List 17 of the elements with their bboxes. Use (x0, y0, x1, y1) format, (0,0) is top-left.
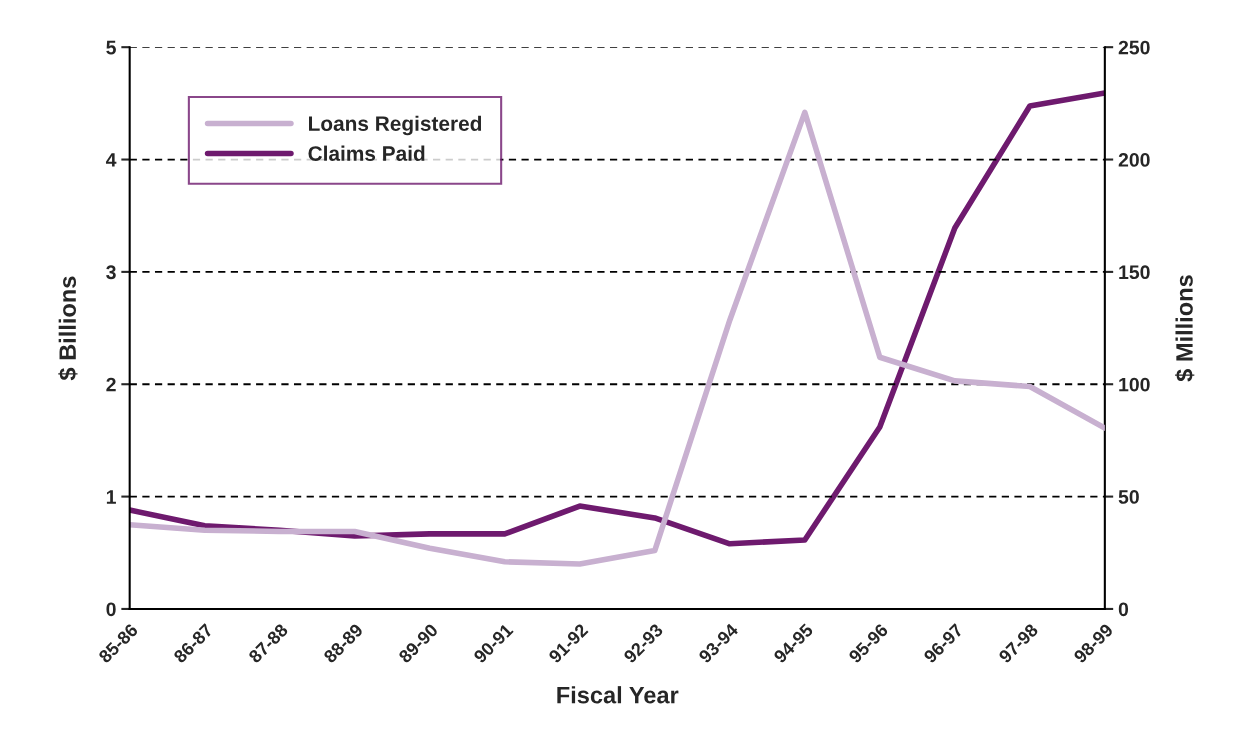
y-tick-label: 1 (106, 490, 116, 504)
y-tick-label: 5 (106, 40, 116, 55)
y2-tick-label: 0 (1118, 602, 1129, 617)
legend-label: Claims Paid (308, 145, 425, 161)
y-tick-label: 2 (106, 377, 116, 392)
x-axis-title: Fiscal Year (557, 686, 679, 704)
y-axis-title: $ Billions (58, 276, 78, 381)
y2-tick-label: 50 (1118, 490, 1139, 504)
y2-tick-label: 100 (1119, 377, 1150, 392)
y-tick-label: 4 (105, 153, 117, 167)
y2-tick-label: 200 (1118, 153, 1150, 167)
y-tick-label: 0 (106, 602, 116, 617)
y2-tick-label: 250 (1118, 40, 1150, 55)
y2-tick-label: 150 (1119, 265, 1150, 280)
legend-label: Loans Registered (309, 115, 482, 136)
y2-axis-title: $ Millions (1175, 275, 1195, 382)
y-tick-label: 3 (106, 265, 116, 280)
